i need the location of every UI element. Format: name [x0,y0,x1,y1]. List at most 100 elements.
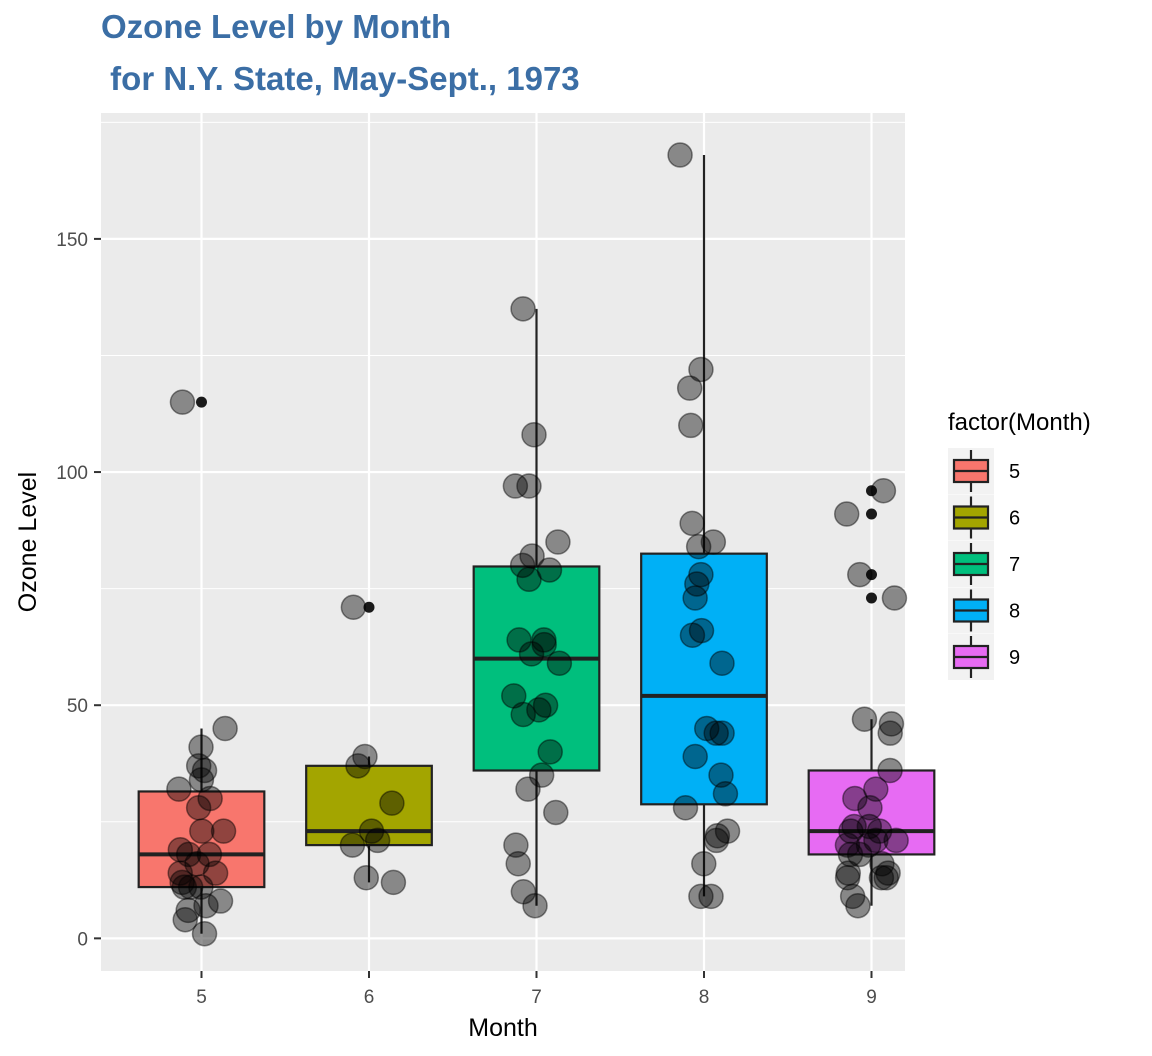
data-point [503,832,529,858]
legend-label: 6 [1009,508,1020,530]
data-point [166,776,192,802]
data-point [510,701,536,728]
data-point [189,818,215,844]
data-point [841,813,867,840]
data-point [197,785,223,812]
data-point [528,762,555,788]
outlier-point [866,569,877,581]
data-point [196,841,223,868]
data-point [522,892,548,919]
outlier-layer [196,396,877,613]
data-point [536,557,563,583]
data-point [704,823,731,849]
data-point [340,594,367,621]
box-iqr [807,769,936,856]
data-point [188,874,214,900]
legend-label: 9 [1009,647,1020,669]
data-point [169,389,196,415]
data-point [172,906,198,933]
data-point [846,841,873,868]
data-point [516,473,542,499]
data-point [837,841,864,868]
x-tick-label: 5 [196,987,207,1008]
chart-subtitle: for N.Y. State, May-Sept., 1973 [101,60,580,97]
legend: 5 6 7 8 9 [948,448,1020,680]
data-point [676,375,703,401]
data-point [688,561,714,588]
legend-item-5: 5 [948,448,1020,494]
data-point [877,757,903,784]
outlier-point [866,485,877,497]
box-month-7 [472,308,601,906]
data-point [682,743,708,770]
data-point [875,860,901,886]
box-iqr [640,552,768,806]
legend-label: 5 [1009,461,1020,483]
box-iqr [137,790,266,889]
box-month-9 [807,719,936,906]
data-point [685,533,712,560]
data-point [521,422,547,448]
data-point [708,762,734,788]
data-point [835,860,862,886]
data-point [838,818,864,844]
data-point [380,869,407,896]
data-point [202,860,229,886]
data-point [175,841,202,868]
data-point [510,878,537,905]
data-point [185,795,212,821]
data-point [672,795,699,821]
outlier-point [866,508,877,520]
data-point [688,883,714,910]
data-point [834,832,861,858]
data-point [851,706,878,732]
x-tick-label: 7 [531,987,542,1008]
data-point [842,785,868,812]
data-point [691,851,717,877]
data-point [709,650,735,676]
data-point [703,827,730,854]
y-axis-title: Ozone Level [14,472,42,612]
data-point [679,510,705,537]
data-point [688,617,715,644]
data-point [207,888,234,914]
y-tick-label: 50 [67,696,88,717]
data-point [883,827,909,854]
data-point [700,529,727,555]
data-point [518,641,545,667]
data-point [863,827,889,854]
data-point [684,571,710,597]
data-point [833,501,860,527]
data-point [870,477,897,504]
data-point [537,739,563,765]
data-point [353,864,380,891]
data-point [845,892,871,919]
y-tick-label: 150 [56,230,88,251]
box-month-6 [305,756,433,883]
data-point [167,837,194,863]
data-point [873,864,899,891]
y-tick-label: 0 [77,929,88,950]
data-point [171,874,198,900]
x-tick-label: 6 [364,987,375,1008]
data-point [167,860,193,886]
data-point [358,818,385,844]
y-axis: 0 50 100 150 [56,230,101,950]
box-layer [137,154,936,934]
legend-item-7: 7 [948,541,1020,587]
data-point [175,897,201,924]
data-point [869,851,895,877]
data-point [193,892,219,919]
outlier-point [363,601,375,613]
data-point [502,473,529,499]
data-point [866,818,893,844]
data-point [881,585,908,611]
data-point [863,776,889,802]
data-point [188,734,214,760]
x-axis: 5 6 7 8 9 [196,971,877,1008]
outlier-point [866,592,877,604]
data-point [345,753,371,779]
data-point [678,412,704,439]
data-point [515,776,541,802]
data-point [352,743,378,770]
